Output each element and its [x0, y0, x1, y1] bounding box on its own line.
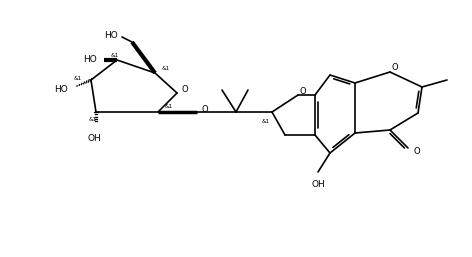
- Text: &1: &1: [74, 76, 82, 80]
- Text: OH: OH: [311, 180, 325, 189]
- Text: &1: &1: [89, 117, 97, 122]
- Text: O: O: [182, 86, 189, 95]
- Text: OH: OH: [87, 134, 101, 143]
- Text: O: O: [392, 63, 399, 72]
- Text: O: O: [202, 105, 209, 114]
- Text: &1: &1: [162, 67, 170, 71]
- Text: HO: HO: [83, 56, 97, 65]
- Text: &1: &1: [165, 105, 173, 109]
- Text: &1: &1: [111, 53, 119, 58]
- Text: O: O: [300, 87, 307, 96]
- Text: &1: &1: [262, 119, 270, 124]
- Text: HO: HO: [104, 31, 118, 40]
- Text: HO: HO: [54, 86, 68, 95]
- Text: O: O: [413, 146, 420, 155]
